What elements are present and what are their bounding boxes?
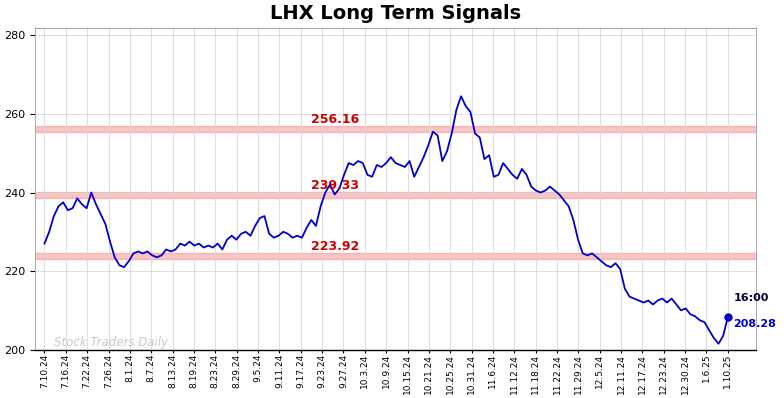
Text: 223.92: 223.92	[311, 240, 360, 253]
Bar	[35, 192, 756, 198]
Text: 256.16: 256.16	[311, 113, 360, 126]
Title: LHX Long Term Signals: LHX Long Term Signals	[270, 4, 521, 23]
Text: 16:00: 16:00	[733, 293, 769, 303]
Text: Stock Traders Daily: Stock Traders Daily	[54, 336, 168, 349]
Bar	[35, 126, 756, 132]
Bar	[35, 253, 756, 259]
Text: 208.28: 208.28	[733, 319, 776, 329]
Text: 239.33: 239.33	[311, 179, 359, 192]
